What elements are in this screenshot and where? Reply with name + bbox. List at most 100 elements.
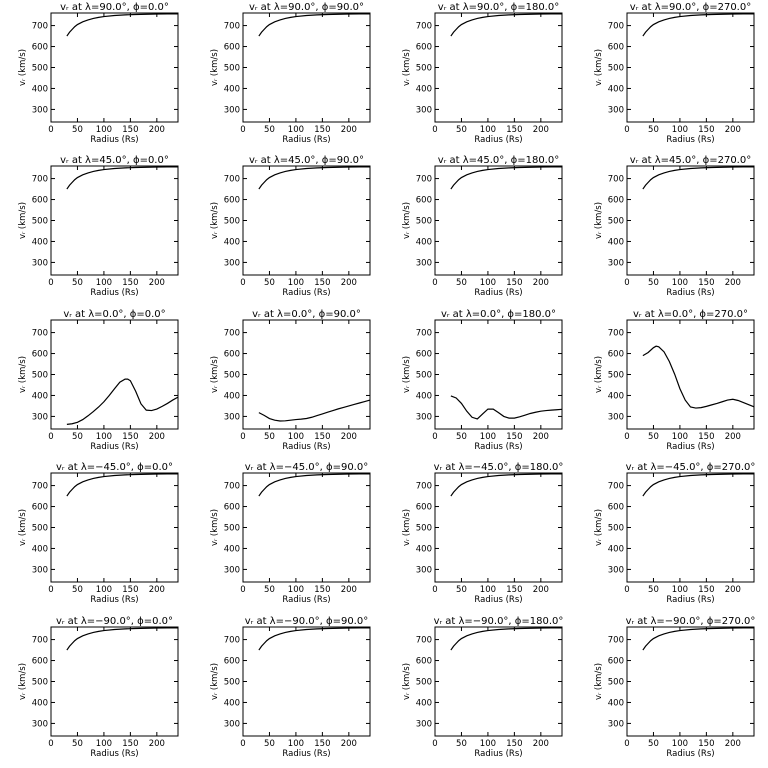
y-tick-label: 400: [224, 237, 240, 247]
x-tick-label: 150: [314, 125, 330, 135]
x-tick-label: 200: [149, 432, 165, 442]
x-tick-label: 50: [456, 125, 467, 135]
series-line: [450, 166, 562, 190]
y-tick-label: 300: [608, 719, 624, 729]
x-tick-label: 200: [341, 739, 357, 749]
y-tick-label: 700: [608, 329, 624, 339]
x-tick-label: 0: [624, 278, 629, 288]
x-tick-label: 200: [533, 278, 549, 288]
x-tick-label: 150: [314, 278, 330, 288]
x-tick-label: 150: [122, 739, 138, 749]
y-tick-label: 700: [416, 636, 432, 646]
x-tick-label: 150: [698, 585, 714, 595]
chart-title: vᵣ at λ=−90.0°, ϕ=270.0°: [626, 616, 756, 627]
y-axis-label: vᵣ (km/s): [210, 509, 220, 546]
x-tick-label: 0: [240, 125, 245, 135]
x-axis-label: Radius (Rs): [90, 749, 138, 759]
x-tick-label: 0: [240, 585, 245, 595]
x-tick-label: 100: [96, 739, 112, 749]
series-line: [450, 627, 562, 651]
plot-frame: [50, 165, 179, 276]
y-tick-label: 700: [608, 482, 624, 492]
series-line: [66, 627, 178, 651]
plot-frame: [50, 472, 179, 583]
y-tick-label: 700: [224, 329, 240, 339]
series-line: [258, 627, 370, 651]
x-tick-label: 100: [288, 278, 304, 288]
x-tick-label: 200: [149, 739, 165, 749]
y-axis-label: vᵣ (km/s): [210, 663, 220, 700]
series-line: [258, 399, 371, 422]
x-tick-label: 100: [288, 585, 304, 595]
y-tick-label: 700: [608, 175, 624, 185]
y-axis-label: vᵣ (km/s): [594, 202, 604, 239]
chart-panel: vᵣ at λ=−90.0°, ϕ=0.0° 0 50 100 150 200 300 400…: [18, 616, 179, 759]
x-tick-label: 50: [648, 739, 659, 749]
y-tick-label: 500: [416, 64, 432, 74]
series-line: [258, 13, 370, 37]
y-tick-label: 500: [32, 371, 48, 381]
y-tick-label: 300: [32, 565, 48, 575]
x-axis-label: Radius (Rs): [666, 135, 714, 145]
y-tick-label: 400: [32, 84, 48, 94]
y-tick-label: 400: [224, 84, 240, 94]
series-line: [450, 473, 562, 497]
y-tick-label: 400: [608, 544, 624, 554]
x-tick-label: 50: [456, 585, 467, 595]
x-tick-label: 0: [432, 585, 437, 595]
x-tick-label: 100: [96, 432, 112, 442]
series-line: [450, 13, 562, 37]
y-axis-label: vᵣ (km/s): [594, 356, 604, 393]
x-tick-label: 50: [264, 125, 275, 135]
x-tick-label: 50: [648, 432, 659, 442]
y-axis-label: vᵣ (km/s): [18, 356, 28, 393]
chart-panel: vᵣ at λ=0.0°, ϕ=270.0° 0 50 100 150 200 300 400…: [594, 309, 755, 452]
x-tick-label: 150: [506, 585, 522, 595]
chart-panel: vᵣ at λ=−45.0°, ϕ=0.0° 0 50 100 150 200 300 400…: [18, 462, 179, 605]
plot-frame: [434, 165, 563, 276]
chart-panel: vᵣ at λ=−45.0°, ϕ=90.0° 0 50 100 150 200 300 40…: [210, 462, 371, 605]
y-tick-label: 500: [608, 64, 624, 74]
y-tick-label: 700: [416, 22, 432, 32]
x-tick-label: 0: [432, 278, 437, 288]
y-tick-label: 600: [416, 503, 432, 513]
x-tick-label: 100: [480, 432, 496, 442]
y-tick-label: 600: [608, 503, 624, 513]
y-axis-label: vᵣ (km/s): [210, 49, 220, 86]
y-tick-label: 400: [224, 698, 240, 708]
x-tick-label: 0: [48, 125, 53, 135]
y-tick-label: 700: [416, 482, 432, 492]
x-tick-label: 100: [288, 125, 304, 135]
y-tick-label: 400: [608, 391, 624, 401]
plot-frame: [434, 472, 563, 583]
chart-title: vᵣ at λ=45.0°, ϕ=90.0°: [249, 155, 364, 166]
y-axis-label: vᵣ (km/s): [18, 509, 28, 546]
x-tick-label: 150: [506, 432, 522, 442]
y-tick-label: 600: [32, 350, 48, 360]
plot-frame: [242, 165, 371, 276]
x-tick-label: 200: [341, 432, 357, 442]
y-tick-label: 500: [608, 217, 624, 227]
chart-title: vᵣ at λ=−45.0°, ϕ=180.0°: [434, 462, 564, 473]
x-tick-label: 200: [533, 125, 549, 135]
x-tick-label: 150: [122, 278, 138, 288]
y-tick-label: 500: [32, 64, 48, 74]
x-tick-label: 50: [72, 585, 83, 595]
x-tick-label: 50: [264, 278, 275, 288]
x-tick-label: 200: [341, 125, 357, 135]
x-tick-label: 0: [432, 432, 437, 442]
y-tick-label: 500: [224, 64, 240, 74]
y-tick-label: 300: [416, 565, 432, 575]
y-tick-label: 300: [608, 412, 624, 422]
y-tick-label: 300: [608, 258, 624, 268]
chart-panel: vᵣ at λ=90.0°, ϕ=270.0° 0 50 100 150 200 300 40…: [594, 2, 755, 145]
plot-frame: [434, 626, 563, 737]
x-tick-label: 200: [533, 585, 549, 595]
y-tick-label: 500: [416, 678, 432, 688]
chart-panel: vᵣ at λ=45.0°, ϕ=0.0° 0 50 100 150 200 300 400 5…: [18, 155, 179, 298]
x-tick-label: 0: [240, 432, 245, 442]
x-tick-label: 150: [698, 739, 714, 749]
x-tick-label: 50: [264, 739, 275, 749]
y-tick-label: 300: [224, 412, 240, 422]
chart-title: vᵣ at λ=−90.0°, ϕ=0.0°: [56, 616, 173, 627]
